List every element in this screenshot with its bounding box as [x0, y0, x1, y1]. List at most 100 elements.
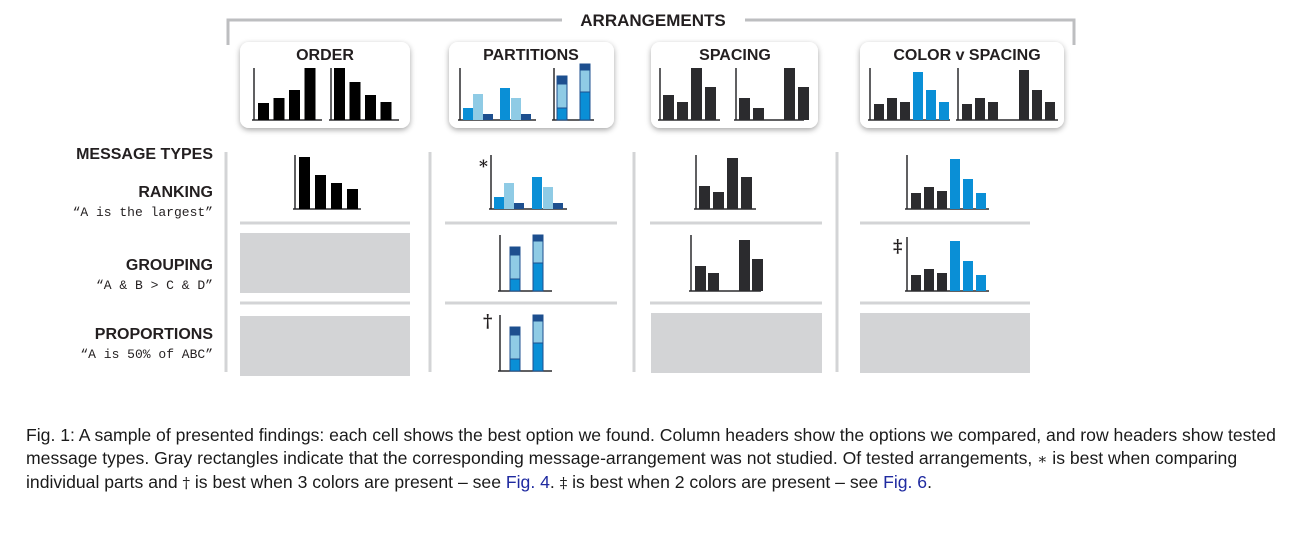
bar-mark: [691, 68, 702, 120]
bar-mark: [937, 273, 947, 291]
message-types-title: MESSAGE TYPES: [76, 146, 213, 163]
column-label-color-v-spacing: COLOR v SPACING: [893, 47, 1040, 64]
stack-segment: [579, 63, 591, 71]
stack-segment: [556, 75, 568, 85]
bar-mark: [739, 240, 750, 291]
bar-mark: [900, 102, 910, 120]
stack-segment: [509, 278, 521, 292]
bar-mark: [1032, 90, 1042, 120]
bar-mark: [739, 98, 750, 120]
stack-segment: [509, 358, 521, 372]
column-label-order: ORDER: [296, 47, 354, 64]
bar-mark: [962, 104, 972, 120]
stack-segment: [532, 314, 544, 322]
bar-mark: [258, 103, 269, 120]
column-header-partitions: PARTITIONS: [449, 42, 614, 128]
bar-mark: [911, 275, 921, 291]
bar-mark: [315, 175, 326, 209]
bar-mark: [950, 159, 960, 209]
bar-mark: [975, 98, 985, 120]
bar-mark: [521, 114, 531, 120]
asterisk-marker: *: [479, 157, 488, 177]
findings-figure: ARRANGEMENTS ORDER PARTITIONS SPACING CO…: [73, 11, 1076, 376]
fig-4-link[interactable]: Fig. 4: [505, 472, 550, 492]
bar-mark: [553, 203, 563, 209]
column-separators: [224, 152, 839, 372]
stack-segment: [532, 262, 544, 292]
row-separators: [240, 221, 1030, 305]
caption-double-dagger: ‡: [559, 474, 568, 492]
bar-mark: [699, 186, 710, 209]
bar-mark: [708, 273, 719, 291]
gray-cell-order-grouping: [240, 233, 410, 293]
bar-mark: [1019, 70, 1029, 120]
bar-mark: [963, 179, 973, 209]
bar-mark: [727, 158, 738, 209]
bar-mark: [483, 114, 493, 120]
bar-mark: [273, 98, 285, 120]
bar-mark: [705, 87, 716, 120]
column-header-order: ORDER: [240, 42, 410, 128]
stack-segment: [556, 83, 568, 109]
caption-text: is best when comparing individual parts …: [26, 448, 1238, 492]
bar-mark: [304, 68, 316, 120]
row-label-proportions: PROPORTIONS: [95, 326, 214, 343]
column-header-spacing: SPACING: [651, 42, 818, 128]
bar-mark: [365, 95, 376, 120]
bar-mark: [937, 191, 947, 209]
caption-text: Fig. 1: A sample of presented findings: …: [26, 425, 1276, 468]
bar-mark: [988, 102, 998, 120]
bar-mark: [713, 192, 724, 209]
gray-cell-color-proportions: [860, 313, 1030, 373]
caption-asterisk: ∗: [1037, 450, 1048, 468]
bar-mark: [939, 102, 949, 120]
bar-mark: [911, 193, 921, 209]
double-dagger-marker: ‡: [893, 236, 902, 257]
row-example-grouping: “A & B > C & D”: [96, 278, 213, 293]
stack-segment: [532, 320, 544, 344]
bar-mark: [514, 203, 524, 209]
bar-mark: [543, 187, 553, 209]
bar-mark: [752, 259, 763, 291]
stack-segment: [509, 334, 521, 360]
bar-mark: [874, 104, 884, 120]
bar-mark: [334, 68, 345, 120]
bar-mark: [677, 102, 688, 120]
bar-mark: [532, 177, 542, 209]
bar-mark: [924, 187, 934, 209]
bar-mark: [976, 193, 986, 209]
bar-mark: [463, 108, 473, 120]
bar-mark: [494, 197, 504, 209]
bar-mark: [887, 98, 897, 120]
row-example-proportions: “A is 50% of ABC”: [80, 347, 213, 362]
bar-mark: [289, 90, 300, 120]
caption-text: .: [927, 472, 932, 492]
stack-segment: [579, 69, 591, 93]
gray-cell-spacing-proportions: [651, 313, 822, 373]
caption-text: is best when 2 colors are present – see: [567, 472, 884, 492]
stack-segment: [532, 240, 544, 264]
bar-mark: [784, 68, 795, 120]
not-studied-cells: [240, 233, 1030, 376]
bar-mark: [695, 266, 706, 291]
bar-mark: [299, 157, 310, 209]
row-label-grouping: GROUPING: [126, 257, 213, 274]
bar-mark: [976, 275, 986, 291]
bar-mark: [504, 183, 514, 209]
stack-segment: [556, 107, 568, 121]
bar-mark: [913, 72, 923, 120]
bar-mark: [926, 90, 936, 120]
stack-segment: [579, 91, 591, 121]
bar-mark: [331, 183, 342, 209]
stack-segment: [509, 246, 521, 256]
caption-dagger: †: [182, 474, 191, 492]
fig-6-link[interactable]: Fig. 6: [883, 472, 928, 492]
bar-mark: [380, 102, 392, 120]
bar-mark: [798, 87, 809, 120]
column-header-color: COLOR v SPACING: [860, 42, 1064, 128]
bar-mark: [924, 269, 934, 291]
stack-segment: [532, 342, 544, 372]
bar-mark: [349, 82, 361, 120]
stack-segment: [532, 234, 544, 242]
column-label-spacing: SPACING: [699, 47, 771, 64]
